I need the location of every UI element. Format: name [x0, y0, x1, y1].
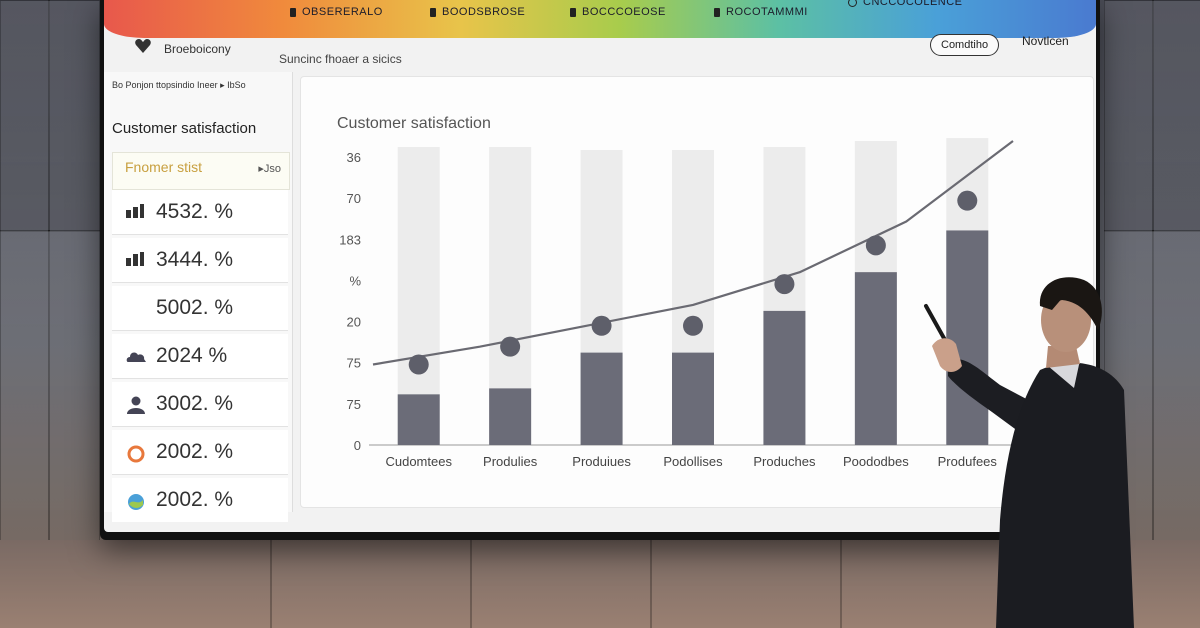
top-menu-bar: OBSERERALO BOODSBROSE BOCCCOEOSE ROCOTAM… [104, 0, 1096, 38]
wall-panel [0, 0, 50, 232]
nav-link[interactable]: Novtlcen [1022, 34, 1069, 48]
chart-title: Customer satisfaction [337, 115, 491, 132]
ring-icon [126, 444, 146, 469]
list-item-value: 2024 % [156, 344, 228, 367]
list-item-value: 5002. % [156, 296, 234, 319]
nav-bar: Broeboicony Suncinc fhoaer a sicics Comd… [104, 34, 1096, 78]
nav-subtitle: Suncinc fhoaer a sicics [279, 52, 402, 66]
floor-seam [270, 540, 272, 628]
y-tick-label: 20 [347, 315, 361, 330]
bar-chart-icon [126, 204, 146, 223]
data-point [774, 274, 795, 295]
y-tick-label: 36 [347, 150, 361, 165]
x-tick-label: Produches [753, 454, 816, 469]
wall-panel [1152, 230, 1200, 542]
topbar-item[interactable]: BOCCCOEOSE [570, 6, 666, 18]
list-item[interactable]: 2002. % [112, 430, 288, 475]
doc-icon [570, 7, 576, 17]
cloud-icon [126, 348, 148, 369]
data-point [957, 190, 978, 211]
floor [0, 540, 1200, 628]
display-screen: OBSERERALO BOODSBROSE BOCCCOEOSE ROCOTAM… [104, 0, 1096, 532]
wall-panel [1152, 0, 1200, 232]
wall-panel [1104, 230, 1154, 542]
bulb-icon [848, 0, 857, 7]
list-item-value: 3002. % [156, 392, 234, 415]
list-item[interactable]: 3444. % [112, 238, 288, 283]
sidebar-title: Customer satisfaction [112, 120, 257, 137]
bar [854, 272, 897, 445]
sidebar-top-text: Bo Ponjon ttopsindio Ineer ▸ IbSo [112, 80, 246, 90]
list-item[interactable]: 4532. % [112, 190, 288, 235]
floor-seam [840, 540, 842, 628]
y-tick-label: 0 [354, 438, 361, 453]
heart-logo-icon [134, 38, 152, 59]
topbar-item[interactable]: ROCOTAMMMI [714, 6, 808, 18]
list-item-value: 2002. % [156, 488, 234, 511]
sidebar-header-label: Fnomer stist [125, 159, 203, 175]
floor-seam [470, 540, 472, 628]
x-tick-label: Produlies [483, 454, 538, 469]
sidebar: Bo Ponjon ttopsindio Ineer ▸ IbSo Custom… [104, 72, 293, 522]
topbar-item[interactable]: BOODSBROSE [430, 6, 525, 18]
bar [580, 352, 623, 445]
globe-icon [126, 492, 146, 517]
topbar-item[interactable]: CNCCOCOLENCE [848, 0, 963, 8]
y-tick-label: 75 [347, 397, 361, 412]
x-tick-label: Produfees [938, 454, 998, 469]
doc-icon [430, 7, 436, 17]
data-point [408, 354, 429, 375]
bar-chart-icon [126, 252, 146, 271]
wall-panel [48, 230, 100, 542]
data-point [591, 315, 612, 336]
doc-icon [714, 7, 720, 17]
x-tick-label: Produiues [572, 454, 631, 469]
list-item[interactable]: 3002. % [112, 382, 288, 427]
brand-name: Broeboicony [164, 42, 231, 56]
x-tick-label: Poododbes [843, 454, 909, 469]
y-tick-label: 75 [347, 356, 361, 371]
wall-panel [48, 0, 100, 232]
topbar-item-label: BOCCCOEOSE [582, 6, 666, 18]
list-item-value: 2002. % [156, 440, 234, 463]
x-tick-label: Cudomtees [385, 454, 452, 469]
y-tick-label: 183 [339, 232, 361, 247]
doc-icon [290, 7, 296, 17]
trend-line [372, 140, 1014, 366]
y-tick-label: % [349, 273, 361, 288]
list-item-value: 3444. % [156, 248, 234, 271]
topbar-item-label: ROCOTAMMMI [726, 6, 808, 18]
wall-panel [0, 230, 50, 542]
list-item[interactable]: 2002. % [112, 478, 288, 522]
user-icon [126, 396, 146, 419]
bar-chart: 0 75 75 20% 183 70 36 Cudomtees Produlies Produiu… [339, 138, 1033, 469]
topbar-item[interactable]: OBSERERALO [290, 6, 383, 18]
bar [672, 352, 714, 445]
y-tick-label: 70 [347, 191, 361, 206]
topbar-item-label: OBSERERALO [302, 6, 383, 18]
topbar-item-label: CNCCOCOLENCE [863, 0, 963, 8]
bar [397, 394, 440, 445]
bar [489, 388, 532, 445]
sidebar-header[interactable]: Fnomer stist ▸Jso [112, 152, 290, 190]
list-item-value: 4532. % [156, 200, 234, 223]
nav-action-button[interactable]: Comdtiho [930, 34, 1000, 56]
floor-seam [650, 540, 652, 628]
wall-panel [1104, 0, 1154, 232]
bar [763, 310, 806, 445]
chart-card: Customer satisfaction 0 75 75 20% 183 70 36 Cud… [300, 76, 1094, 508]
x-tick-label: Podollises [663, 454, 723, 469]
list-item[interactable]: 2024 % [112, 334, 288, 379]
data-point [865, 235, 886, 256]
sidebar-header-action[interactable]: ▸Jso [258, 163, 281, 175]
data-point [500, 336, 521, 357]
bar [946, 230, 989, 445]
list-item[interactable]: 5002. % [112, 286, 288, 331]
data-point [683, 315, 703, 336]
topbar-item-label: BOODSBROSE [442, 6, 526, 18]
